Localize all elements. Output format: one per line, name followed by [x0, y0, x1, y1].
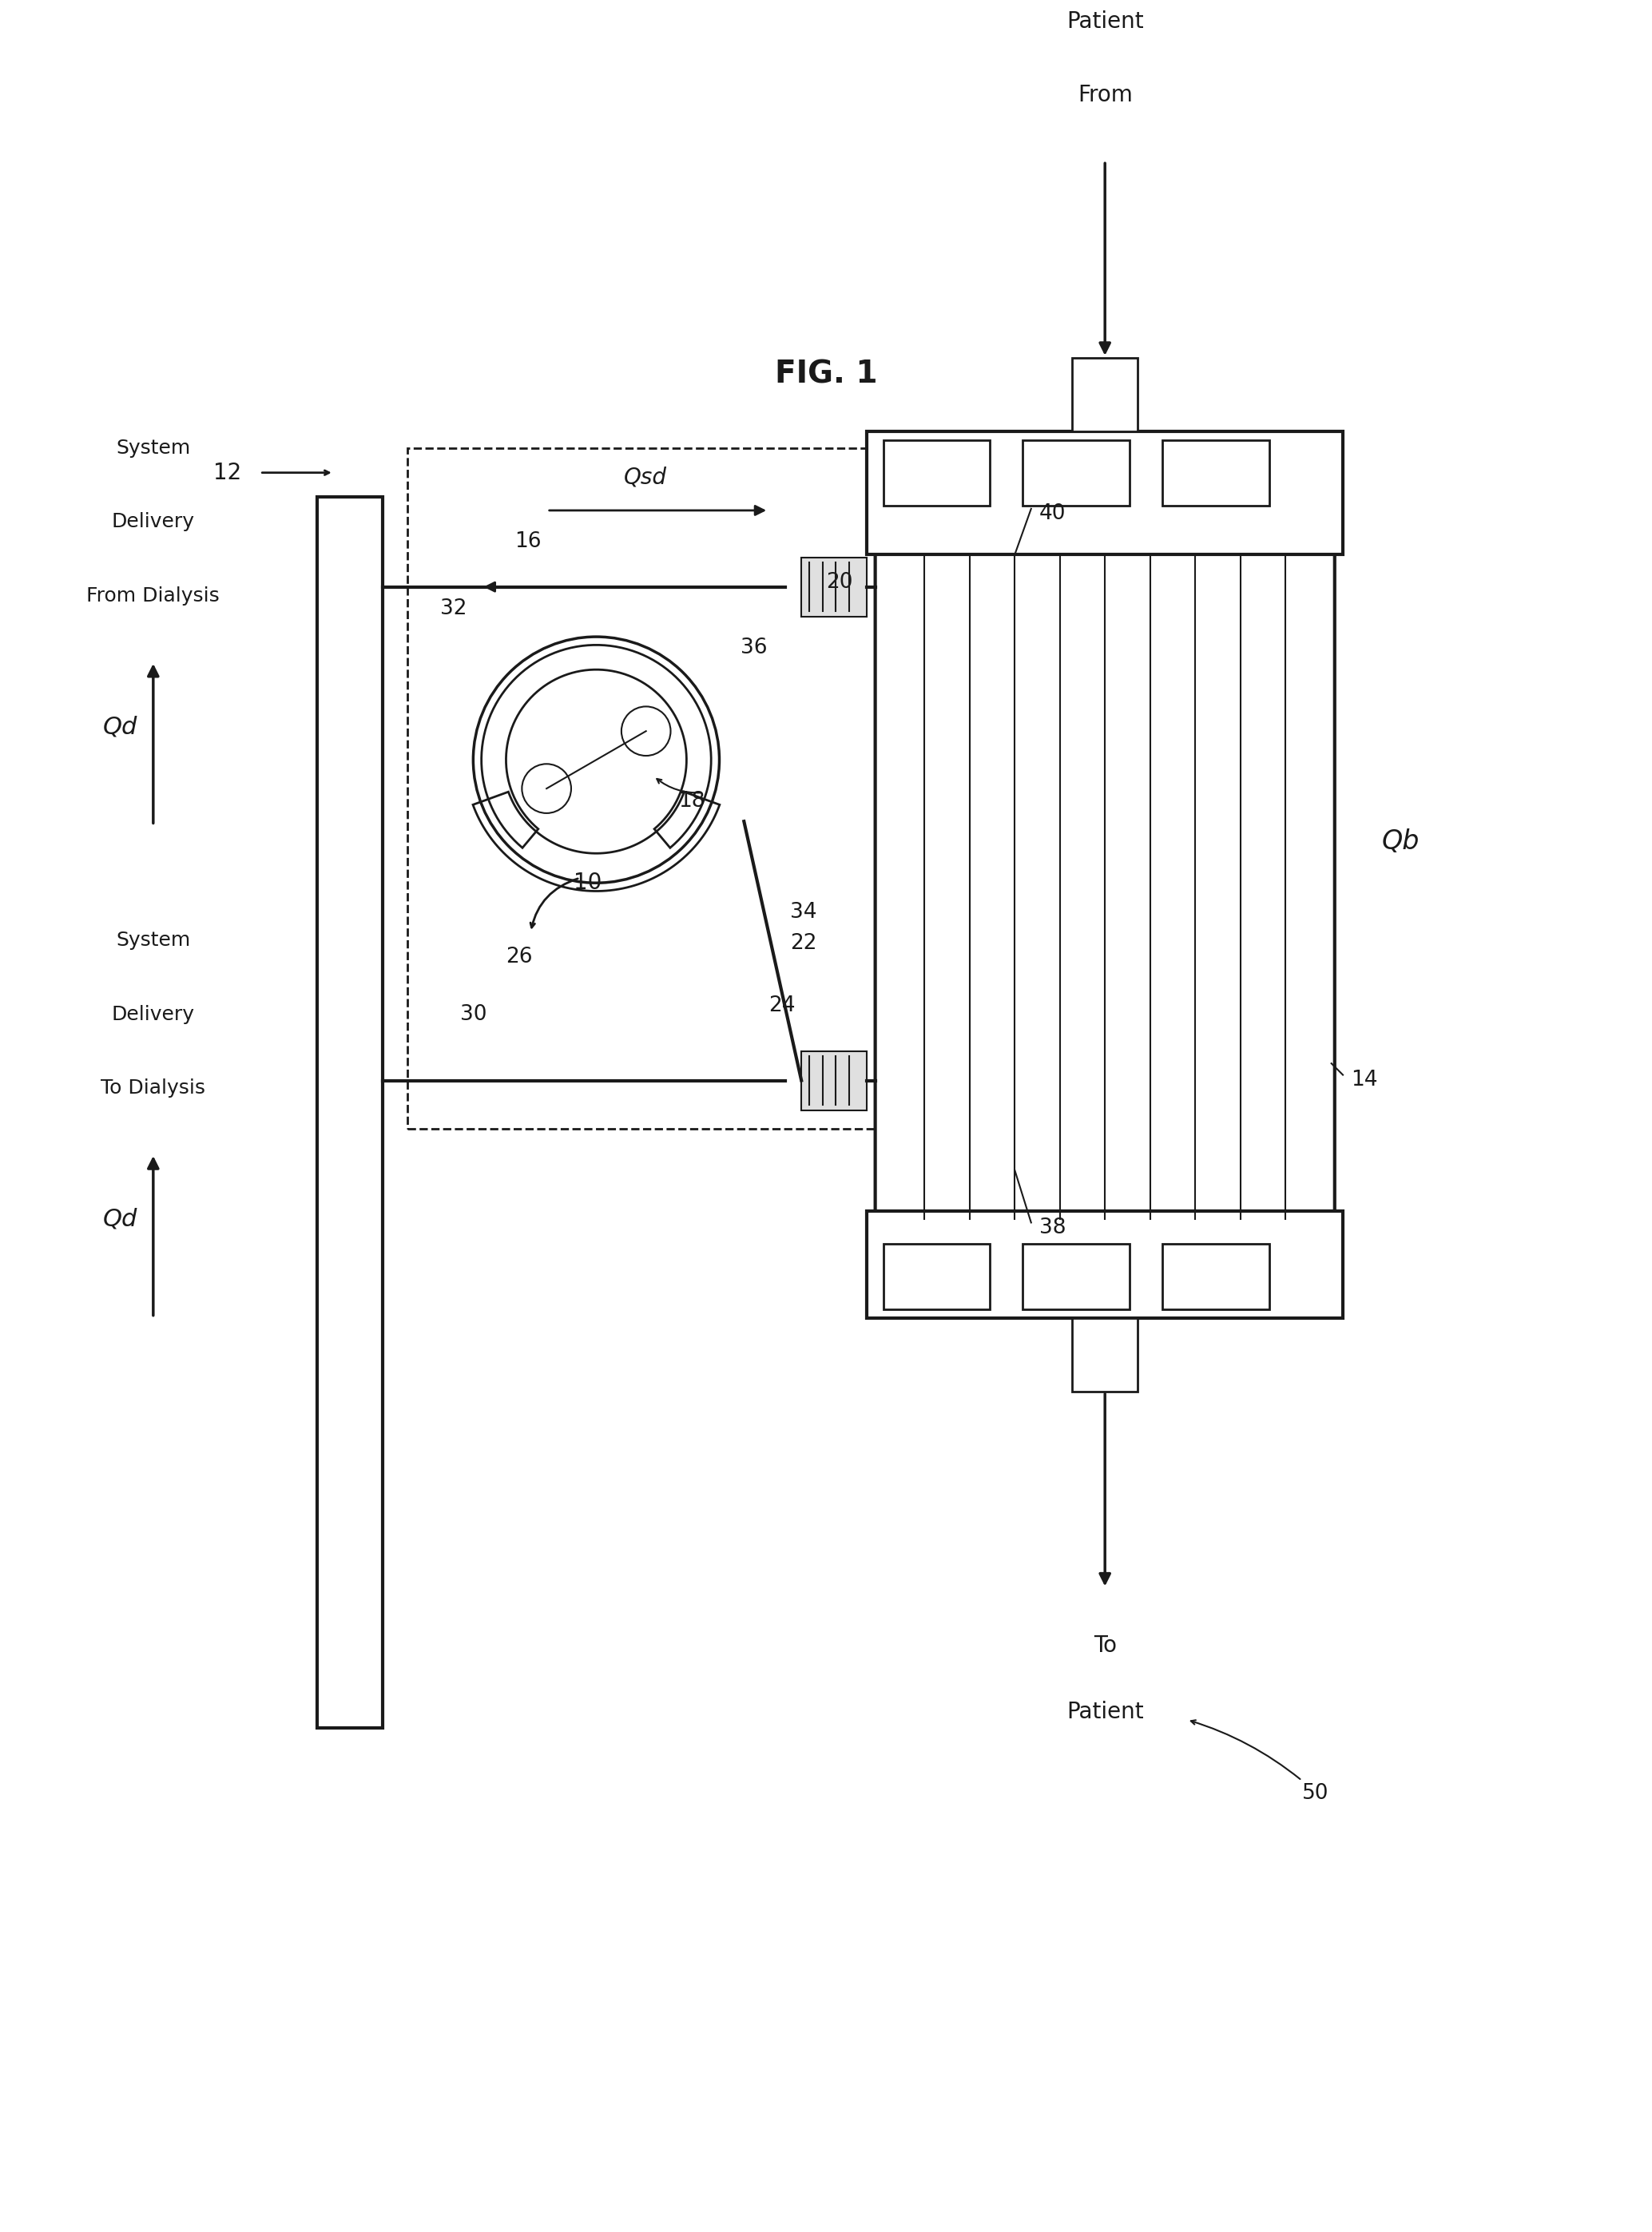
Bar	[1072, 357, 1138, 431]
Text: 30: 30	[459, 1004, 487, 1024]
Bar	[801, 558, 867, 616]
Text: Delivery: Delivery	[112, 1004, 195, 1024]
Text: 10: 10	[573, 873, 603, 895]
Text: 40: 40	[1039, 502, 1066, 525]
Text: 36: 36	[740, 638, 768, 658]
Text: To Dialysis: To Dialysis	[101, 1078, 205, 1098]
Text: From Dialysis: From Dialysis	[86, 587, 220, 605]
Text: 18: 18	[679, 790, 705, 810]
Bar	[1163, 440, 1269, 504]
Text: Patient: Patient	[1066, 1701, 1143, 1723]
Text: 34: 34	[790, 902, 816, 922]
Bar	[317, 498, 383, 1728]
Text: From: From	[1077, 85, 1133, 107]
Text: 16: 16	[514, 531, 540, 551]
Bar	[884, 440, 990, 504]
Text: 26: 26	[506, 946, 534, 966]
Bar	[1163, 1243, 1269, 1310]
Text: System: System	[116, 931, 190, 951]
Text: Patient: Patient	[1066, 11, 1143, 33]
Bar	[801, 1051, 867, 1109]
Text: Qb: Qb	[1381, 828, 1419, 855]
Bar	[884, 1243, 990, 1310]
Text: FIG. 1: FIG. 1	[775, 359, 877, 388]
Bar	[867, 1212, 1343, 1317]
Text: 50: 50	[1302, 1783, 1328, 1803]
Text: 20: 20	[826, 571, 852, 594]
Bar	[1023, 440, 1130, 504]
Text: 14: 14	[1351, 1069, 1378, 1089]
Bar	[1023, 1243, 1130, 1310]
Text: 22: 22	[790, 933, 816, 953]
Text: Qd: Qd	[102, 1208, 137, 1230]
Text: Qsd: Qsd	[624, 466, 667, 489]
Text: Qd: Qd	[102, 716, 137, 739]
Text: 24: 24	[768, 995, 795, 1016]
Bar	[408, 449, 892, 1129]
Text: Delivery: Delivery	[112, 513, 195, 531]
Text: 12: 12	[213, 462, 241, 484]
Text: 32: 32	[441, 598, 468, 618]
Bar	[867, 431, 1343, 556]
Bar	[1072, 1317, 1138, 1391]
Text: To: To	[1094, 1634, 1117, 1656]
Text: System: System	[116, 437, 190, 458]
Text: 38: 38	[1039, 1216, 1066, 1239]
FancyBboxPatch shape	[876, 440, 1335, 1228]
